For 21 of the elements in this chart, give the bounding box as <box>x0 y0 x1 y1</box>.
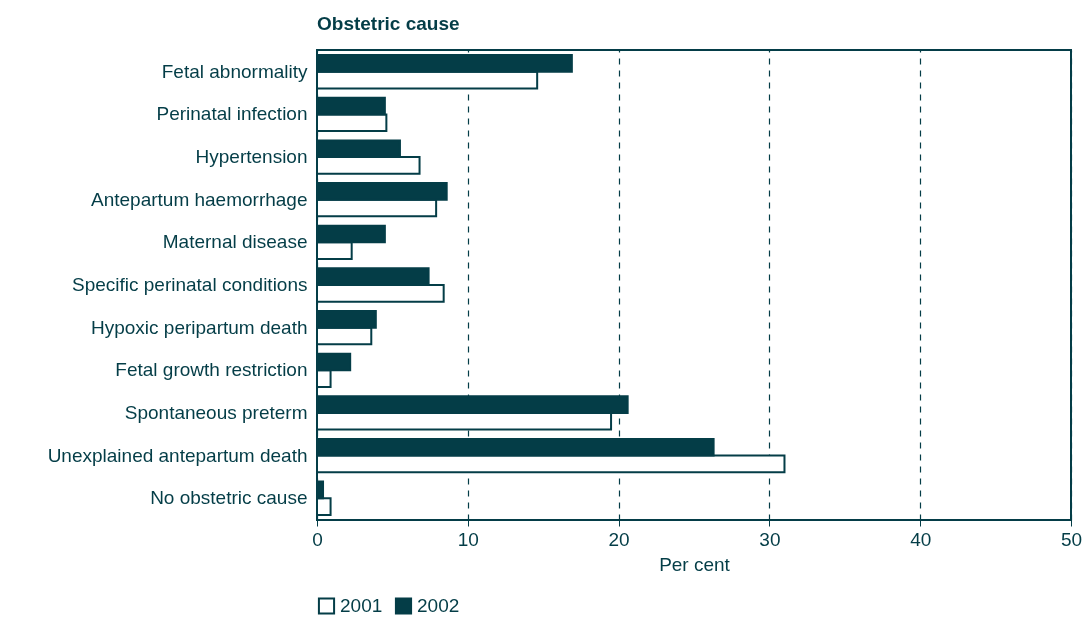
x-tick-label: 50 <box>1060 528 1083 550</box>
x-tick-label: 0 <box>312 528 323 550</box>
y-tick-label: Maternal disease <box>162 231 308 253</box>
y-tick-label: Perinatal infection <box>156 103 308 125</box>
y-tick-label: No obstetric cause <box>150 487 308 509</box>
y-tick-label: Fetal growth restriction <box>115 359 308 381</box>
chart-title: Obstetric cause <box>317 13 460 34</box>
x-axis-title: Per cent <box>659 553 731 575</box>
x-tick-label: 40 <box>910 528 932 550</box>
legend-label: 2002 <box>417 594 460 616</box>
y-tick-label: Hypertension <box>195 146 308 168</box>
y-tick-label: Unexplained antepartum death <box>47 444 308 466</box>
y-tick-label: Hypoxic peripartum death <box>91 316 308 338</box>
y-tick-label: Specific perinatal conditions <box>71 274 308 295</box>
x-tick-label: 10 <box>457 528 479 550</box>
y-tick-label: Spontaneous preterm <box>124 401 308 423</box>
x-tick-label: 20 <box>608 528 630 550</box>
x-tick-label: 30 <box>759 528 781 550</box>
legend-label: 2001 <box>340 594 383 616</box>
y-tick-label: Fetal abnormality <box>161 60 308 82</box>
y-tick-label: Antepartum haemorrhage <box>90 188 308 210</box>
